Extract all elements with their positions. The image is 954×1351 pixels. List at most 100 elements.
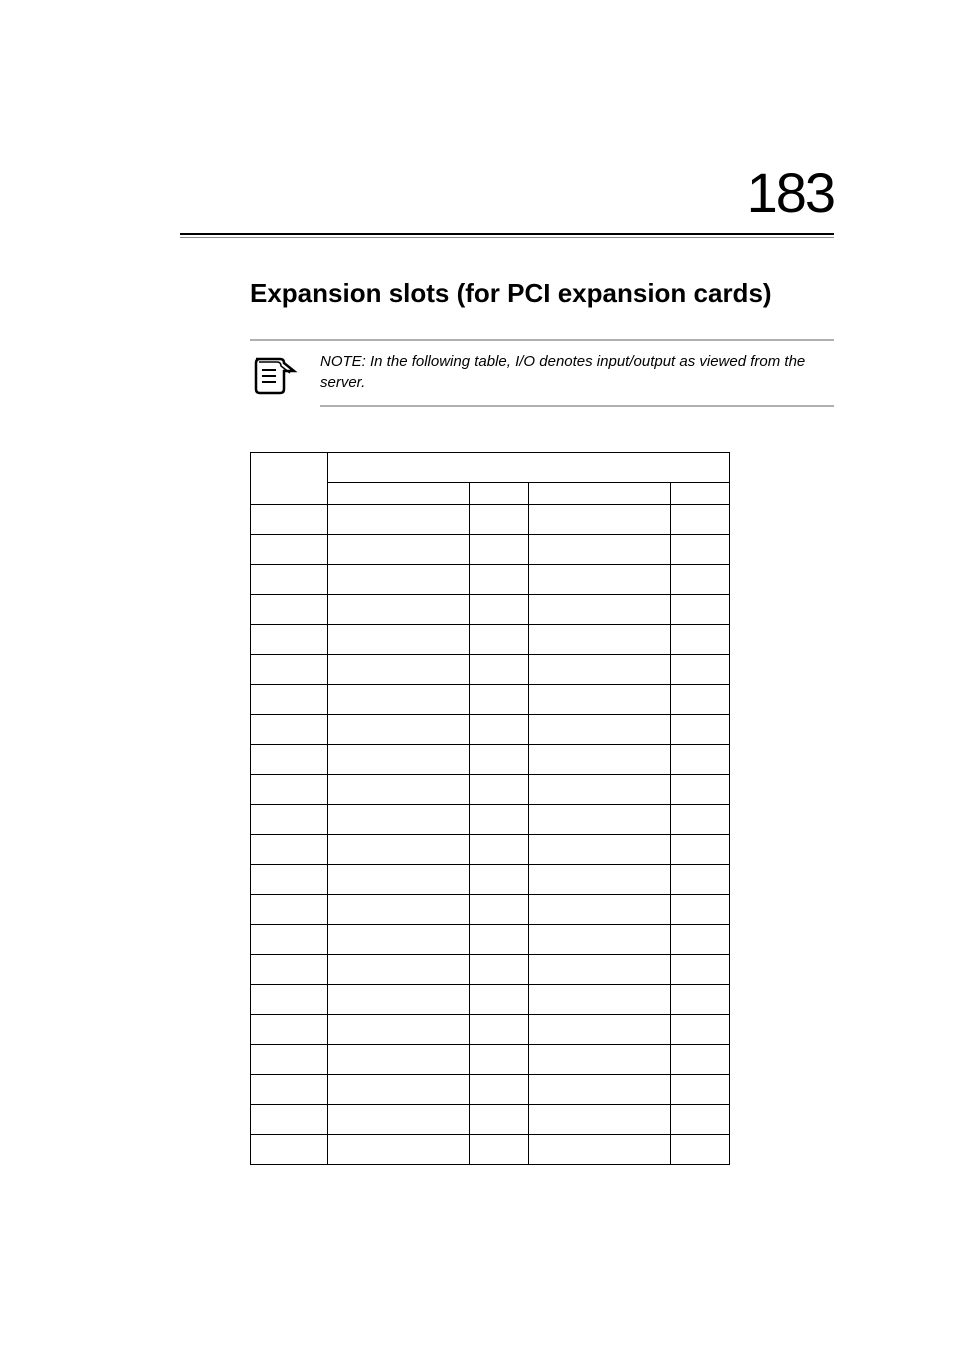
- table-cell: [529, 685, 671, 715]
- table-header-cell: [328, 483, 470, 505]
- page-content: 183 Expansion slots (for PCI expansion c…: [0, 0, 954, 1165]
- table-row: [251, 925, 730, 955]
- table-cell: [328, 745, 470, 775]
- table-cell: [251, 655, 328, 685]
- table-cell: [251, 745, 328, 775]
- table-cell: [529, 1015, 671, 1045]
- table-cell: [470, 775, 529, 805]
- note-text: NOTE: In the following table, I/O denote…: [320, 349, 834, 393]
- table-cell: [328, 1135, 470, 1165]
- table-row: [251, 1105, 730, 1135]
- page-number: 183: [180, 160, 834, 225]
- table-cell: [251, 835, 328, 865]
- note-divider-bottom: [320, 405, 834, 407]
- table-cell: [251, 1105, 328, 1135]
- table-cell: [670, 745, 729, 775]
- table-row: [251, 505, 730, 535]
- table-row: [251, 625, 730, 655]
- table-cell: [670, 805, 729, 835]
- table-cell: [328, 1015, 470, 1045]
- table-cell: [670, 505, 729, 535]
- table-cell: [251, 865, 328, 895]
- table-cell: [328, 685, 470, 715]
- table-cell: [670, 895, 729, 925]
- table-header-row-1: [251, 453, 730, 483]
- table-cell: [251, 805, 328, 835]
- table-cell: [470, 835, 529, 865]
- table-cell: [251, 1075, 328, 1105]
- table-cell: [328, 715, 470, 745]
- table-cell: [470, 1045, 529, 1075]
- table-row: [251, 1135, 730, 1165]
- table-cell: [470, 595, 529, 625]
- table-cell: [470, 985, 529, 1015]
- table-cell: [470, 685, 529, 715]
- table-cell: [470, 625, 529, 655]
- table-cell: [470, 925, 529, 955]
- table-cell: [251, 505, 328, 535]
- table-cell: [470, 865, 529, 895]
- table-cell: [670, 1015, 729, 1045]
- table-cell: [529, 505, 671, 535]
- table-header-cell: [670, 483, 729, 505]
- title-divider-thick: [180, 233, 834, 235]
- table-row: [251, 955, 730, 985]
- section-title: Expansion slots (for PCI expansion cards…: [250, 278, 834, 309]
- table-cell: [529, 565, 671, 595]
- table-row: [251, 985, 730, 1015]
- table-cell: [529, 805, 671, 835]
- table-cell: [470, 715, 529, 745]
- table-row: [251, 835, 730, 865]
- table-header-cell: [251, 453, 328, 505]
- table-cell: [670, 655, 729, 685]
- note-icon: [250, 349, 300, 399]
- table-row: [251, 655, 730, 685]
- table-cell: [670, 835, 729, 865]
- table-cell: [328, 1075, 470, 1105]
- table-cell: [529, 985, 671, 1015]
- table-cell: [670, 925, 729, 955]
- table-cell: [529, 655, 671, 685]
- table-cell: [328, 895, 470, 925]
- table-row: [251, 805, 730, 835]
- table-cell: [529, 535, 671, 565]
- table-cell: [529, 1075, 671, 1105]
- table-cell: [529, 1045, 671, 1075]
- table-cell: [670, 1135, 729, 1165]
- table-row: [251, 745, 730, 775]
- table-cell: [251, 1135, 328, 1165]
- table-cell: [470, 1015, 529, 1045]
- table-cell: [670, 955, 729, 985]
- table-cell: [470, 565, 529, 595]
- table-cell: [670, 775, 729, 805]
- table-cell: [328, 955, 470, 985]
- table-cell: [470, 955, 529, 985]
- table-cell: [328, 985, 470, 1015]
- table-cell: [529, 895, 671, 925]
- table-row: [251, 895, 730, 925]
- table-row: [251, 565, 730, 595]
- table-cell: [251, 985, 328, 1015]
- table-cell: [470, 805, 529, 835]
- table-cell: [670, 985, 729, 1015]
- table-cell: [328, 775, 470, 805]
- table-cell: [529, 865, 671, 895]
- table-cell: [529, 925, 671, 955]
- table-cell: [670, 1075, 729, 1105]
- table-cell: [529, 1135, 671, 1165]
- note-divider-top: [250, 339, 834, 341]
- table-cell: [670, 625, 729, 655]
- table-cell: [529, 835, 671, 865]
- table-cell: [670, 565, 729, 595]
- table-row: [251, 865, 730, 895]
- table-cell: [328, 1105, 470, 1135]
- pinout-table: [250, 452, 730, 1165]
- table-cell: [251, 535, 328, 565]
- table-row: [251, 535, 730, 565]
- table-cell: [470, 1135, 529, 1165]
- table-cell: [470, 745, 529, 775]
- table-cell: [251, 715, 328, 745]
- table-cell: [529, 715, 671, 745]
- table-cell: [670, 865, 729, 895]
- table-cell: [328, 505, 470, 535]
